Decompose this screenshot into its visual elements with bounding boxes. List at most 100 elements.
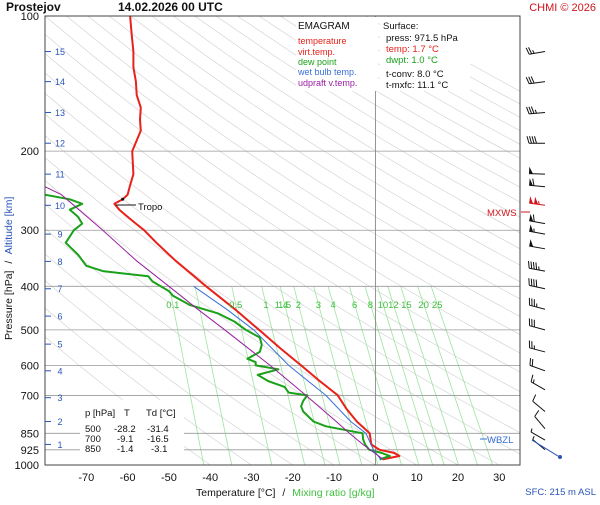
wind-barb	[527, 136, 545, 143]
wind-barb-flag	[527, 107, 530, 114]
wind-barb-staff	[530, 365, 545, 370]
wind-barb-flag	[531, 262, 532, 269]
wind-barb	[529, 298, 545, 309]
wind-barb-pennant	[534, 197, 538, 205]
pressure-tick-label: 1000	[15, 460, 39, 472]
temperature-tick-label: -30	[244, 472, 260, 484]
mixing-ratio-label: 20	[418, 300, 429, 311]
wind-barb-flag	[531, 279, 532, 286]
temperature-tick-label: 30	[493, 472, 505, 484]
altitude-tick-label: 4	[57, 366, 62, 376]
mixing-ratio-label: 0.1	[166, 300, 179, 311]
sounding-datetime: 14.02.2026 00 UTC	[118, 0, 223, 14]
sfc-label: SFC: 215 m ASL	[525, 487, 596, 498]
mixing-ratio-label: 8	[368, 300, 373, 311]
pressure-tick-label: 200	[21, 146, 39, 158]
wind-barb-flag	[533, 262, 534, 269]
wind-barb-half-flag	[535, 110, 536, 113]
wind-barb-flag	[527, 136, 529, 143]
wind-barb-flag	[535, 136, 537, 143]
pressure-tick-label: 700	[21, 390, 39, 402]
wind-barb-half-flag	[533, 380, 534, 384]
mixing-ratio-label: 2	[296, 300, 301, 311]
altitude-tick-label: 11	[55, 170, 64, 180]
altitude-tick-label: 8	[57, 257, 62, 267]
wind-barb	[533, 436, 545, 450]
surface-tmxfc: t-mxfc: 11.1 °C	[386, 80, 448, 91]
wind-barb	[529, 167, 545, 175]
legend-title: EMAGRAM	[298, 21, 350, 32]
wind-barb-flag	[534, 279, 535, 286]
wind-barb	[529, 341, 545, 352]
pressure-tick-label: 925	[21, 445, 39, 457]
pressure-tick-label: 500	[21, 325, 39, 337]
temperature-tick-label: -40	[202, 472, 218, 484]
surface-wind-line	[532, 440, 558, 456]
table-header-p: p [hPa]	[85, 408, 115, 419]
legend-virt-temp: virt.temp.	[298, 47, 335, 57]
surface-press: press: 971.5 hPa	[386, 33, 459, 44]
altitude-tick-label: 7	[57, 284, 62, 294]
wind-barb-half-flag	[533, 436, 535, 439]
wbzl-label: WBZL	[487, 435, 513, 446]
temperature-tick-label: 20	[452, 472, 464, 484]
wind-barb-staff	[529, 246, 545, 249]
wind-barb	[533, 395, 545, 412]
altitude-tick-label: 9	[57, 230, 62, 240]
wind-barb-half-flag	[533, 50, 535, 53]
surface-wind-dot	[558, 455, 562, 459]
wind-barb-staff	[529, 174, 545, 175]
wind-barb-flag	[529, 278, 530, 285]
wind-barb-flag	[536, 280, 537, 287]
wind-barb-half-flag	[539, 201, 540, 205]
wind-barb	[526, 47, 545, 54]
temperature-tick-label: 0	[372, 472, 378, 484]
mixing-ratio-label: 15	[401, 300, 412, 311]
mixing-ratio-label: 0.5	[229, 300, 242, 311]
mixing-ratio-label: 10	[378, 300, 389, 311]
wind-barb-flag	[531, 77, 534, 84]
wind-barb-flag	[531, 375, 533, 382]
pressure-tick-label: 850	[21, 428, 39, 440]
credit-label: CHMI © 2026	[529, 2, 596, 14]
y-axis-title-pressure: Pressure [hPa]	[3, 270, 15, 340]
y-axis-title: Pressure [hPa] / Altitude [km]	[3, 197, 15, 340]
mxws-label: MXWS	[487, 208, 517, 219]
pressure-tick-label: 100	[21, 11, 39, 23]
temperature-tick-label: -70	[78, 472, 94, 484]
wind-barb	[529, 224, 545, 234]
x-axis-title-separator: /	[282, 487, 285, 499]
altitude-tick-label: 2	[57, 417, 62, 427]
mixing-ratio-label: 4	[330, 300, 335, 311]
wind-barb-pennant	[529, 196, 533, 204]
altitude-tick-label: 3	[57, 393, 62, 403]
wind-barb-staff	[535, 416, 545, 428]
mixing-ratio-label: 6	[352, 300, 357, 311]
tropo-label: Tropo	[138, 202, 162, 213]
altitude-tick-label: 5	[57, 340, 62, 350]
table-row-850-p: 850	[85, 444, 101, 455]
altitude-tick-label: 1	[57, 440, 62, 450]
x-axis-title: Temperature [°C] / Mixing ratio [g/kg]	[196, 487, 375, 499]
wind-barb-flag	[529, 261, 530, 268]
mixing-ratio-label: 12	[388, 300, 399, 311]
altitude-tick-label: 10	[55, 201, 65, 211]
temperature-tick-label: -20	[285, 472, 301, 484]
temperature-tick-label: -10	[326, 472, 342, 484]
mixing-ratio-label: 1.4	[275, 300, 288, 311]
wind-barb-flag	[530, 136, 532, 143]
wind-barb-flag	[529, 107, 532, 114]
wind-barb-flag	[530, 358, 531, 365]
wind-barb-staff	[531, 382, 545, 390]
x-axis-title-mixing-ratio: Mixing ratio [g/kg]	[292, 487, 374, 499]
wind-barb-pennant	[529, 214, 533, 222]
table-header-td: Td [°C]	[146, 408, 176, 419]
wind-barb	[531, 375, 545, 390]
altitude-tick-label: 13	[55, 108, 65, 118]
altitude-tick-label: 15	[55, 47, 65, 57]
pressure-tick-label: 400	[21, 281, 39, 293]
wind-barb	[527, 107, 546, 114]
